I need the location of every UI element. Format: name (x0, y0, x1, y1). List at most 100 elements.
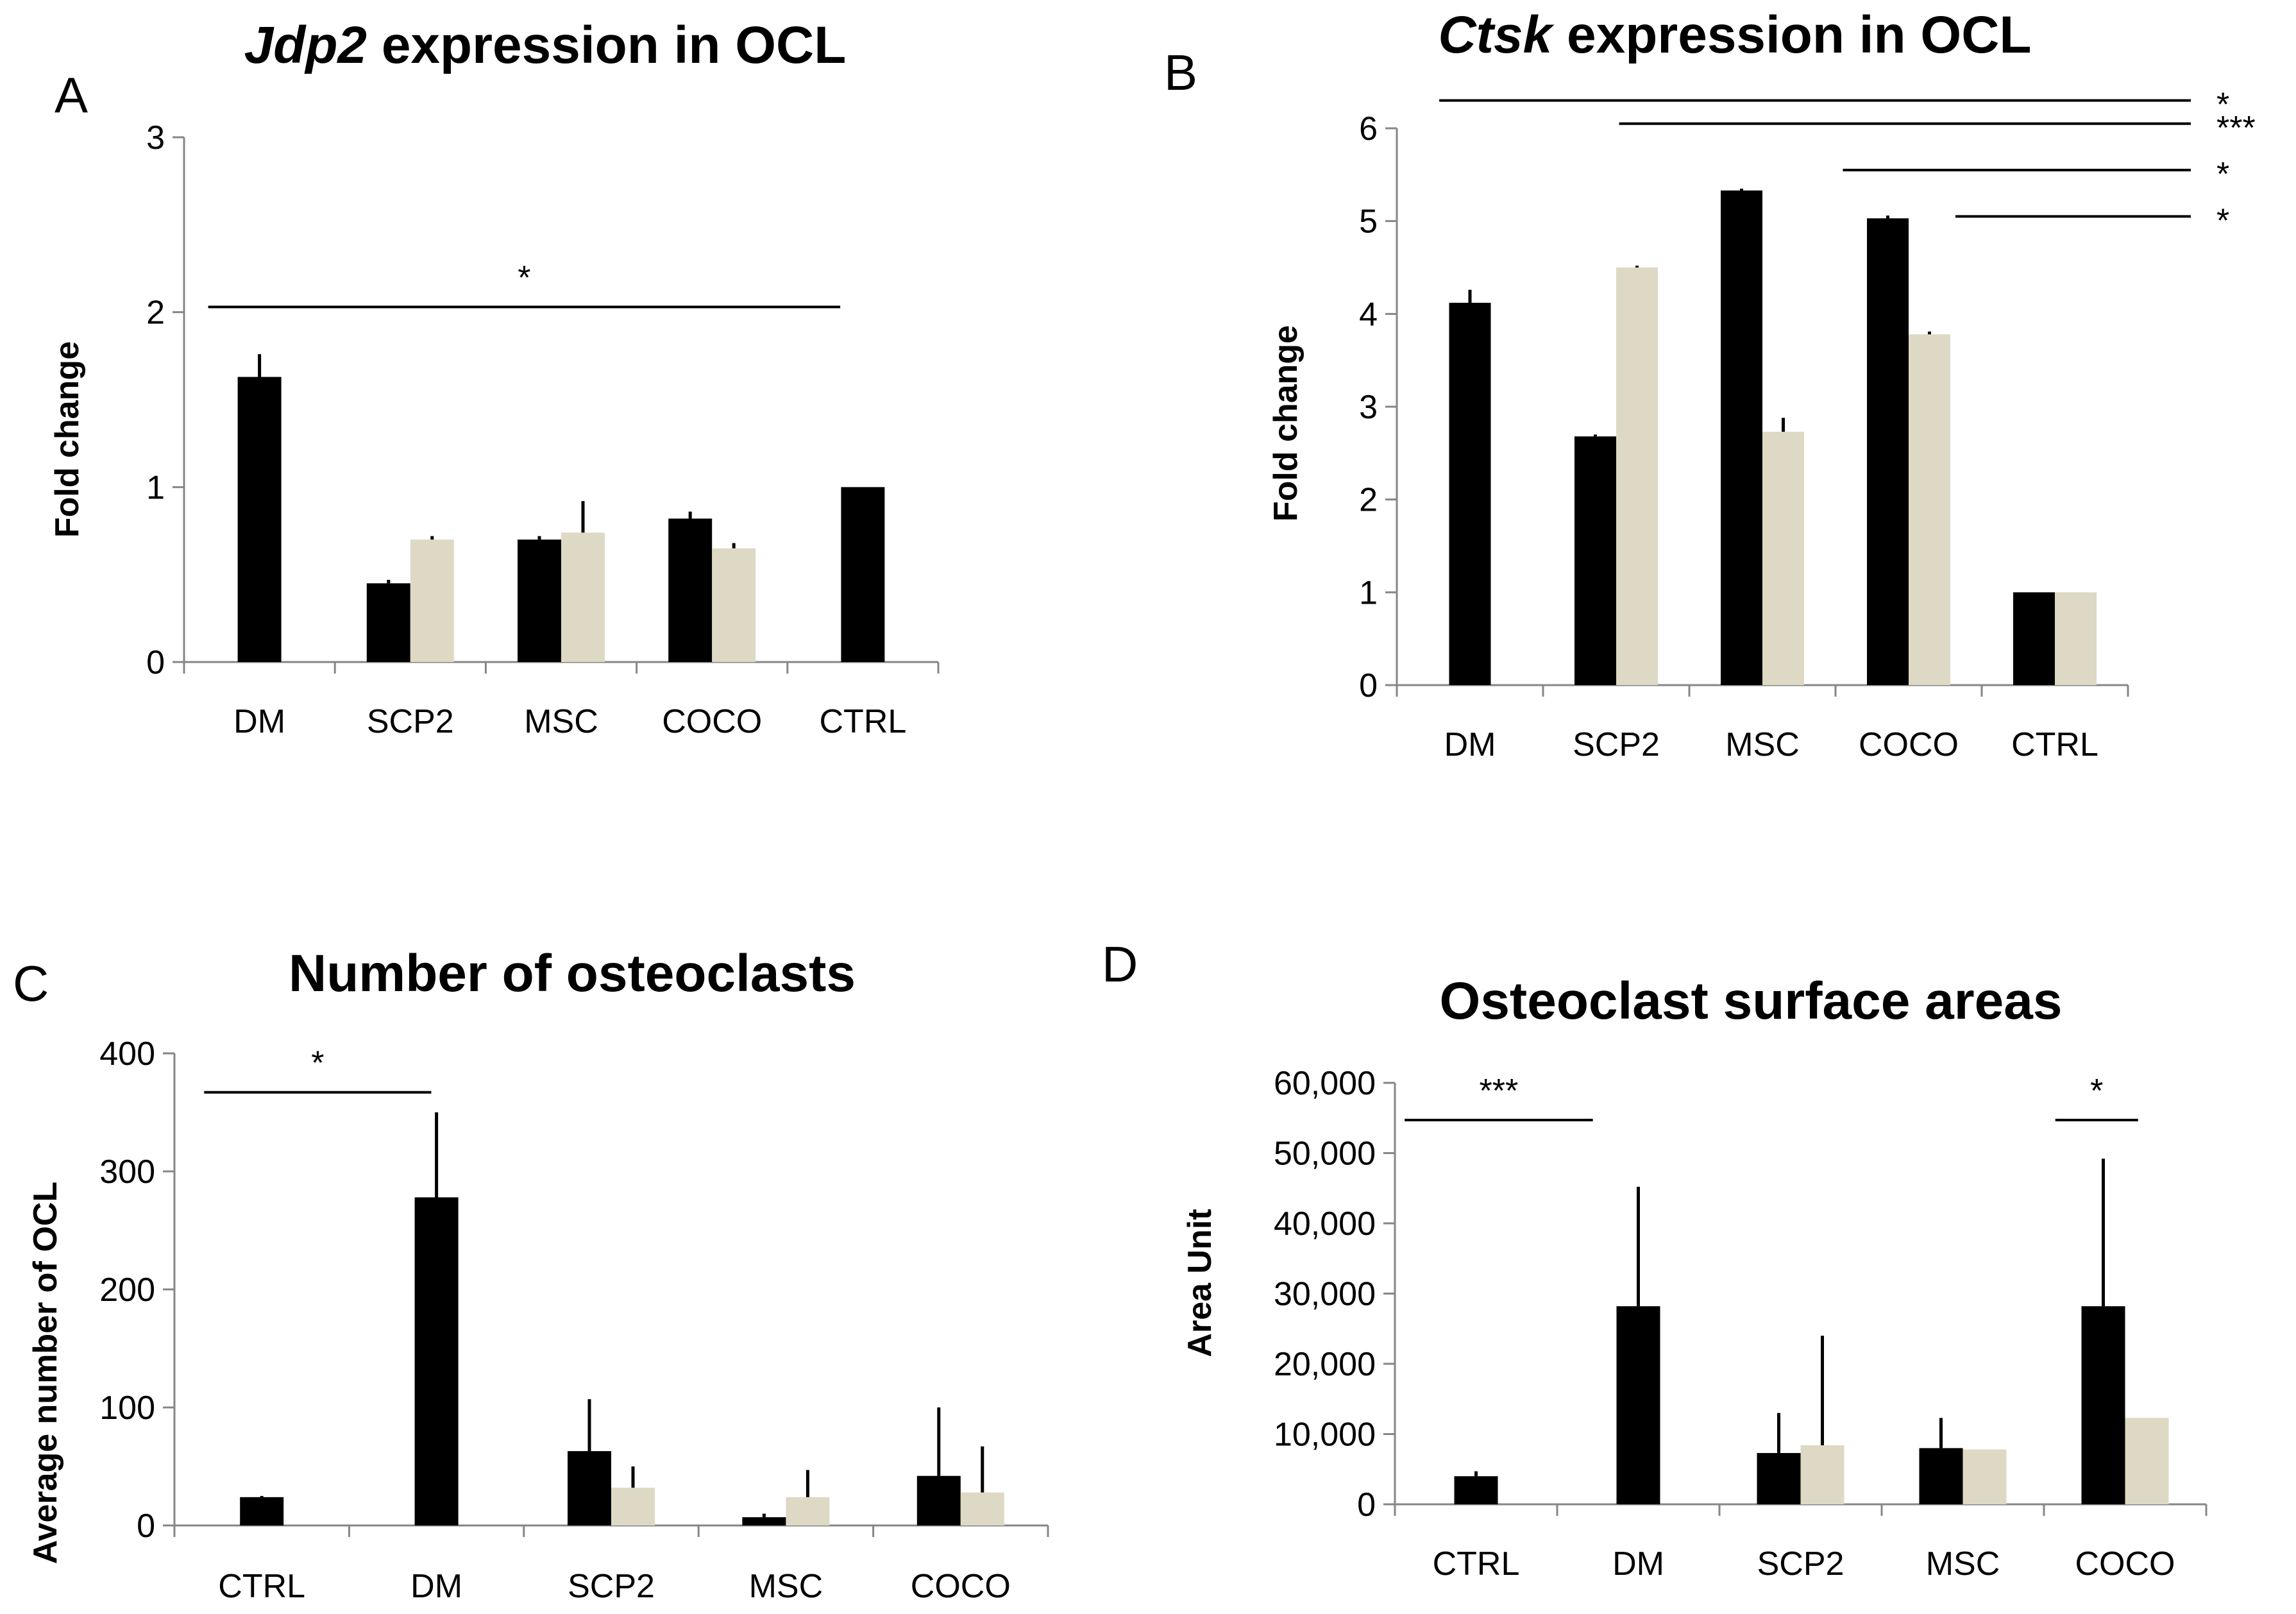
plot-area-c: 0 100 200 300 400 CTRL DM SCP2 MSC COCO * (99, 1035, 1049, 1605)
x-tick-label-c: COCO (911, 1568, 1011, 1605)
panel-d: D Osteoclast surface areas Area Unit 0 10… (1102, 936, 2207, 1583)
y-tick-label-b: 2 (1359, 482, 1378, 519)
bar-series1-a (366, 583, 410, 662)
bar-series2-c (960, 1492, 1004, 1525)
panel-c: C Number of osteoclasts Average number o… (13, 944, 1049, 1605)
bar-series2-a (712, 548, 756, 662)
significance-label-d: * (2090, 1073, 2103, 1110)
y-tick-label-d: 0 (1357, 1486, 1376, 1524)
bar-series1-c (742, 1517, 786, 1525)
y-axis-label-a: Fold change (49, 341, 86, 538)
y-tick-label-b: 6 (1359, 110, 1378, 148)
y-tick-label-b: 5 (1359, 203, 1378, 241)
significance-label-b: * (2216, 156, 2229, 193)
y-tick-label-c: 300 (99, 1153, 155, 1191)
y-tick-label-d: 20,000 (1274, 1346, 1376, 1383)
chart-title-b: Ctsk expression in OCL (1438, 6, 2031, 64)
panel-letter-c: C (13, 955, 49, 1012)
x-tick-label-b: MSC (1725, 726, 1800, 763)
title-gene-a: Jdp2 (244, 16, 367, 74)
significance-label-c: * (311, 1045, 324, 1082)
y-tick-label-a: 1 (146, 469, 165, 506)
y-tick-label-c: 200 (99, 1271, 155, 1309)
significance-label-b: *** (2216, 110, 2256, 147)
bar-series1-a (518, 539, 561, 662)
bar-series2-d (2125, 1418, 2169, 1504)
title-text-a: expression in OCL (382, 16, 847, 74)
y-tick-label-a: 3 (146, 119, 165, 157)
bar-series1-a (668, 518, 713, 662)
bar-series2-b (1616, 268, 1658, 685)
bar-series2-a (561, 532, 605, 662)
y-tick-label-a: 0 (146, 644, 165, 681)
panel-a: A Jdp2 expression in OCL Fold change 0 1 2… (49, 16, 940, 740)
bar-series1-b (1449, 302, 1491, 685)
bar-series2-b (1909, 334, 1950, 685)
x-tick-label-a: COCO (662, 703, 762, 740)
y-tick-label-b: 4 (1359, 296, 1378, 333)
x-tick-label-b: CTRL (2011, 726, 2098, 763)
significance-label-b: * (2216, 87, 2229, 124)
bar-series1-c (240, 1497, 284, 1525)
bar-series1-a (841, 487, 885, 662)
y-tick-label-c: 400 (99, 1035, 155, 1073)
bar-series1-b (2013, 592, 2055, 685)
title-text-b: expression in OCL (1567, 6, 2032, 64)
x-tick-label-b: DM (1444, 726, 1496, 763)
x-tick-label-a: DM (233, 703, 285, 740)
y-tick-label-b: 0 (1359, 667, 1378, 704)
bar-series2-d (1963, 1449, 2007, 1504)
y-tick-label-c: 0 (137, 1508, 155, 1545)
bar-series2-a (410, 539, 454, 662)
panel-b: B Ctsk expression in OCL Fold change 0 1 2… (1164, 6, 2256, 763)
bar-series1-b (1721, 190, 1762, 686)
bar-series1-d (1919, 1448, 1963, 1504)
x-tick-label-a: SCP2 (367, 703, 454, 740)
bar-series1-c (568, 1451, 611, 1525)
bar-series1-d (1454, 1476, 1498, 1504)
bar-series1-d (2081, 1306, 2125, 1504)
plot-area-d: 0 10,000 20,000 30,000 40,000 50,000 60,000 CTR… (1274, 1065, 2207, 1583)
x-tick-label-c: CTRL (218, 1568, 305, 1605)
significance-label-a: * (518, 259, 530, 296)
bar-series1-c (414, 1197, 459, 1525)
y-tick-label-b: 3 (1359, 389, 1378, 426)
bar-series1-b (1867, 218, 1909, 685)
y-axis-label-b: Fold change (1267, 325, 1304, 522)
significance-label-d: *** (1480, 1073, 1519, 1110)
bar-series1-a (237, 377, 282, 662)
y-axis-label-c: Average number of OCL (27, 1182, 64, 1564)
x-tick-label-c: MSC (749, 1568, 823, 1605)
bar-series2-c (611, 1488, 655, 1525)
bar-series2-d (1800, 1445, 1844, 1504)
y-tick-label-d: 40,000 (1274, 1205, 1376, 1243)
x-tick-label-d: MSC (1926, 1545, 2000, 1583)
x-tick-label-d: SCP2 (1757, 1545, 1844, 1583)
y-tick-label-b: 1 (1359, 574, 1378, 611)
y-tick-label-d: 30,000 (1274, 1276, 1376, 1313)
bar-series2-b (1762, 432, 1804, 685)
chart-title-c: Number of osteoclasts (289, 944, 856, 1003)
x-tick-label-d: COCO (2075, 1545, 2175, 1583)
panel-letter-b: B (1164, 44, 1197, 101)
x-tick-label-d: DM (1612, 1545, 1664, 1583)
bar-series1-c (916, 1475, 961, 1525)
x-tick-label-a: MSC (524, 703, 598, 740)
title-gene-b: Ctsk (1438, 6, 1555, 64)
y-axis-label-d: Area Unit (1181, 1209, 1219, 1357)
bar-series1-d (1616, 1306, 1660, 1504)
bar-series2-b (2055, 592, 2097, 685)
x-tick-label-d: CTRL (1433, 1545, 1520, 1583)
x-tick-label-b: COCO (1859, 726, 1959, 763)
chart-title-d: Osteoclast surface areas (1440, 972, 2063, 1030)
x-tick-label-a: CTRL (820, 703, 907, 740)
y-tick-label-c: 100 (99, 1389, 155, 1427)
bar-series2-c (786, 1497, 830, 1525)
y-tick-label-d: 60,000 (1274, 1065, 1376, 1102)
panel-letter-d: D (1102, 936, 1138, 992)
y-tick-label-d: 50,000 (1274, 1135, 1376, 1173)
x-tick-label-c: DM (410, 1568, 462, 1605)
bar-series1-d (1757, 1453, 1801, 1504)
